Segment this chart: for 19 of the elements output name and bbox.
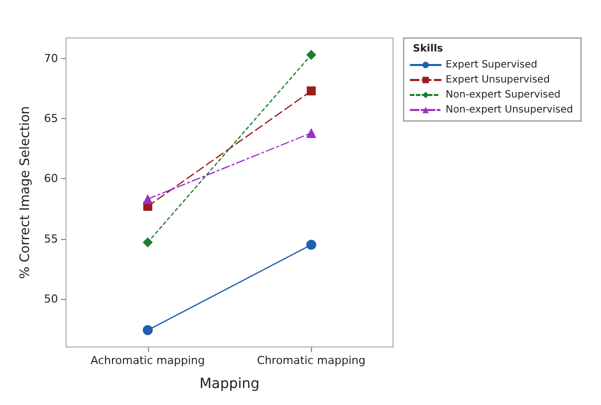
point: [142, 237, 153, 248]
x-axis-title: Mapping: [199, 376, 260, 392]
legend-label: Expert Supervised: [446, 60, 538, 70]
y-tick-label: 50: [44, 292, 58, 306]
y-tick-label: 55: [44, 232, 58, 246]
x-tick-label: Achromatic mapping: [90, 354, 205, 367]
legend-title: Skills: [412, 44, 444, 54]
y-tick-label: 65: [44, 112, 58, 126]
legend-label: Non-expert Supervised: [446, 90, 560, 100]
point: [306, 86, 316, 96]
y-tick-label: 70: [44, 52, 58, 65]
y-axis-title: % Correct Image Selection: [18, 106, 33, 279]
point: [306, 50, 316, 60]
legend-label: Non-expert Unsupervised: [446, 104, 573, 116]
x-tick-label: Chromatic mapping: [257, 354, 366, 367]
legend-label: Expert Unsupervised: [446, 74, 550, 86]
point: [142, 325, 153, 336]
y-tick-label: 60: [44, 172, 58, 186]
point: [306, 240, 316, 250]
